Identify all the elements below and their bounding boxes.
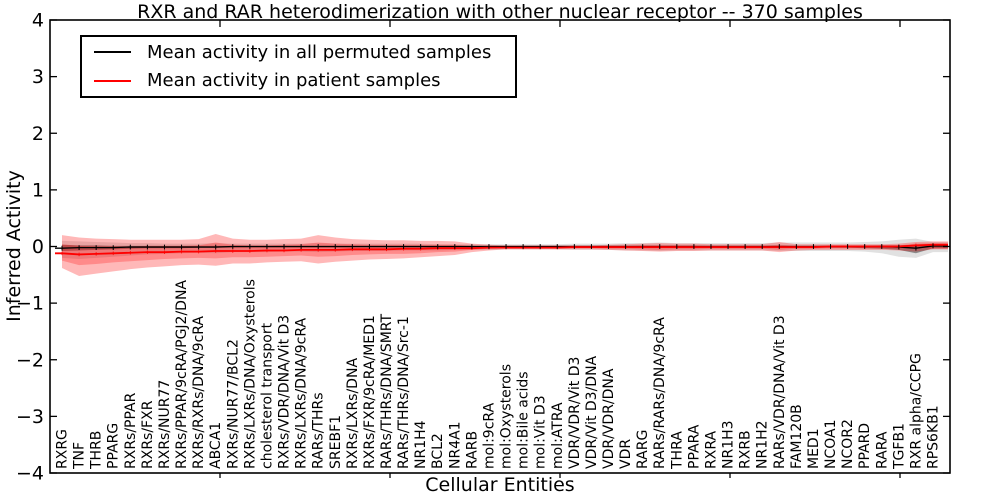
permuted-line-swatch [94,51,131,54]
y-tick-label: −1 [16,293,44,315]
x-entity-label: THRB [89,431,105,470]
legend: Mean activity in all permuted samples Me… [80,35,517,98]
x-entity-label: RXRA [703,431,719,469]
y-tick-label: 4 [32,10,44,32]
x-entity-label: THRA [669,431,685,470]
chart-title: RXR and RAR heterodimerization with othe… [137,1,863,23]
x-entity-label: RPS6KB1 [926,405,942,469]
x-entity-label: mol:Bile acids [516,371,532,469]
y-tick-label: −3 [16,406,44,428]
x-entity-label: ABCA1 [208,422,224,469]
x-entity-label: RXRs/VDR/DNA/Vit D3 [277,315,293,469]
x-entity-label: NR4A1 [447,421,463,469]
patient-line-swatch [94,79,131,82]
x-entity-label: RXR alpha/CCPG [908,353,924,469]
x-entity-label: RXRs/RXRs/DNA/9cRA [191,316,207,469]
x-entity-label: PPARD [857,423,873,469]
x-entity-label: mol:Oxysterols [499,364,515,469]
permuted-outer-band [62,238,948,259]
patient-inner-band [62,242,948,266]
x-entity-label: VDR/Vit D3/DNA [584,355,600,469]
legend-label-permuted: Mean activity in all permuted samples [147,41,492,63]
x-entity-label: RXRB [738,430,754,469]
x-entity-label: mol:9cRA [481,402,497,469]
x-entity-label: RARs/RARs/DNA/9cRA [652,317,668,469]
x-entity-label: RXRs/FXR/9cRA/MED1 [362,315,378,469]
x-entity-label: RXRs/FXR [140,400,156,469]
x-entity-label: NR1H4 [413,420,429,469]
x-entity-label: RXRs/PPAR [123,392,139,469]
y-tick-label: 1 [32,179,44,201]
x-entity-label: mol:ATRA [550,402,566,469]
x-entity-label: RXRs/LXRs/DNA/9cRA [294,318,310,469]
y-tick-label: 2 [32,123,44,145]
legend-item-permuted: Mean activity in all permuted samples [82,39,515,66]
x-entity-label: RXRs/NUR77/BCL2 [225,339,241,469]
x-entity-label: RXRs/LXRs/DNA [345,358,361,469]
x-entity-label: NR1H3 [721,420,737,469]
x-entity-label: RARs/THRs [311,392,327,469]
x-entity-label: NCOR2 [840,419,856,469]
y-tick-label: 0 [32,236,44,258]
x-entity-label: RARs/THRs/DNA/SMRT [379,313,395,469]
x-entity-label: mol:Vit D3 [533,395,549,469]
y-tick-label: −4 [16,463,44,485]
y-tick-label: −2 [16,349,44,371]
x-entity-label: RXRs/PPAR/9cRA/PGJ2/DNA [174,280,190,469]
y-tick-label: 3 [32,66,44,88]
x-entity-label: FAM120B [789,404,805,469]
x-entity-label: RARA [874,431,890,469]
x-entity-label: RXRs/LXRs/DNA/Oxysterols [242,279,258,469]
x-entity-label: SREBF1 [328,415,344,469]
x-entity-label: VDR [618,439,634,469]
x-entity-label: RARB [464,431,480,469]
x-entity-label: VDR/VDR/DNA [601,368,617,469]
x-entity-label: VDR/VDR/Vit D3 [567,357,583,469]
x-entity-label: BCL2 [430,433,446,469]
x-entity-label: TGFB1 [891,423,907,470]
patient-outer-band [62,234,948,276]
x-entity-label: cholesterol transport [259,322,275,469]
legend-label-patient: Mean activity in patient samples [147,70,441,92]
x-entity-label: MED1 [806,428,822,469]
x-entity-label: RARs/THRs/DNA/Src-1 [396,316,412,469]
x-entity-label: RXRs/NUR77 [157,380,173,469]
patient-mean-line [55,243,948,256]
x-entity-label: PPARA [686,424,702,469]
x-entity-label: RXRG [55,429,71,469]
x-entity-label: NR1H2 [755,420,771,469]
x-entity-label: PPARG [106,423,122,469]
x-entity-label: NCOA1 [823,419,839,469]
x-entity-label: RARG [635,430,651,469]
x-entity-label: RARs/VDR/DNA/Vit D3 [772,315,788,469]
x-axis-label: Cellular Entities [425,474,575,496]
x-entity-label: TNF [72,442,88,470]
legend-item-patient: Mean activity in patient samples [82,67,515,94]
